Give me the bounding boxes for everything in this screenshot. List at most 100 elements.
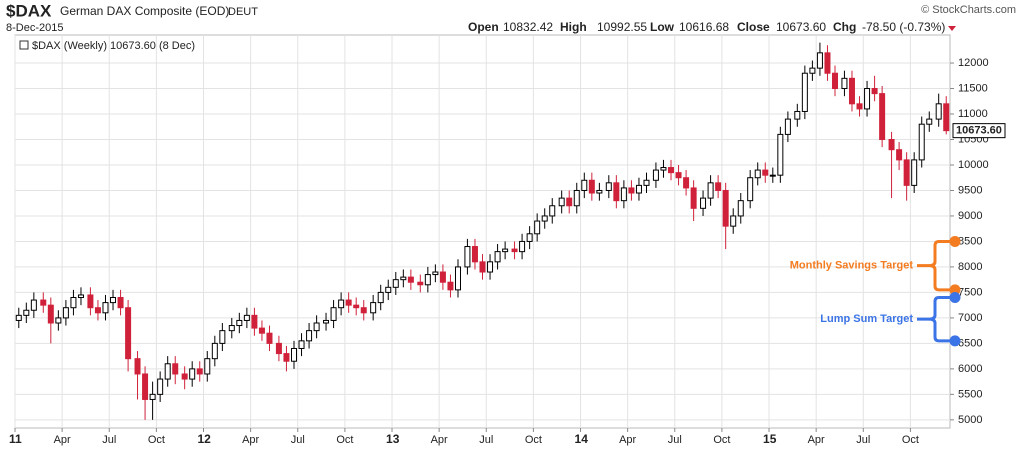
legend-label: $DAX (Weekly) 10673.60 (8 Dec) (32, 40, 195, 52)
annotation-brace (917, 296, 955, 343)
quote-value: -78.50 (-0.73%) (862, 20, 945, 34)
candle-body (290, 347, 297, 362)
candle-body (494, 251, 501, 263)
candle-body (777, 133, 784, 176)
y-tick-label: 5500 (958, 388, 982, 400)
candle-body (228, 325, 235, 332)
candle-body (181, 373, 188, 380)
annotation-dot (949, 284, 961, 296)
date: 8-Dec-2015 (6, 22, 63, 34)
source: © StockCharts.com (921, 4, 1016, 16)
annotation-brace (917, 239, 955, 292)
candle-body (275, 342, 282, 355)
quote-label: Chg (833, 20, 856, 34)
candle-body (400, 276, 407, 281)
x-tick-label: Oct (902, 434, 919, 446)
quote-value: 10832.42 (503, 20, 553, 34)
candle-body (189, 368, 196, 380)
quote-label: Open (468, 20, 499, 34)
x-tick-label: 11 (9, 432, 22, 446)
candle-body (306, 330, 313, 342)
candle-body (747, 177, 754, 202)
y-tick-label: 11500 (958, 82, 988, 94)
candle-body (196, 368, 203, 375)
candle-body (338, 299, 345, 309)
candle-body (502, 248, 509, 253)
candle-body (918, 123, 925, 161)
candle-body (15, 314, 22, 321)
candle-body (943, 103, 950, 132)
candle-body (313, 322, 320, 332)
candle-body (392, 279, 399, 288)
candle-body (801, 72, 808, 112)
candle-body (407, 276, 414, 283)
exchange: DEUT (228, 6, 258, 18)
candle-body (620, 187, 627, 202)
legend-icon (19, 40, 29, 50)
y-tick-label: 8000 (958, 261, 982, 273)
candle-body (700, 197, 707, 209)
quote-label: Low (650, 20, 675, 34)
candle-body (360, 307, 367, 314)
chart-subtitle: German DAX Composite (EOD) (60, 4, 229, 18)
x-tick-label: Oct (713, 434, 730, 446)
candle-body (142, 373, 149, 400)
candle-body (204, 358, 211, 375)
candle-body (660, 167, 667, 171)
candle-body (730, 215, 737, 227)
x-tick-label: 13 (386, 432, 400, 446)
chart-title: $DAX (6, 1, 52, 20)
x-tick-label: Jul (291, 434, 305, 446)
x-tick-label: 15 (763, 432, 777, 446)
candle-body (353, 304, 360, 309)
candle-body (330, 307, 337, 321)
y-tick-label: 12000 (958, 57, 989, 69)
candle-body (519, 240, 526, 253)
candle-body (447, 281, 454, 291)
annotation-label: Monthly Savings Target (790, 260, 914, 272)
candle-body (439, 271, 446, 283)
candle-body (683, 177, 690, 189)
y-tick-label: 9000 (958, 210, 982, 222)
x-tick-label: Oct (336, 434, 353, 446)
x-tick-label: Jul (102, 434, 116, 446)
candle-body (558, 197, 565, 207)
candle-body (926, 118, 933, 125)
y-tick-label: 8500 (958, 235, 982, 247)
x-tick-label: Apr (619, 434, 636, 446)
candle-body (715, 182, 722, 191)
candle-body (134, 358, 141, 375)
candle-body (55, 317, 62, 324)
candle-body (471, 246, 478, 263)
candle-body (832, 72, 839, 90)
candle-body (417, 281, 424, 286)
last-price-label: 10673.60 (956, 125, 1002, 137)
x-tick-label: Jul (856, 434, 870, 446)
candle-body (454, 266, 461, 291)
candle-body (722, 189, 729, 227)
candle-body (424, 274, 431, 286)
candle-body (30, 299, 37, 311)
candle-body (40, 299, 47, 306)
candle-body (211, 342, 218, 360)
y-tick-label: 10000 (958, 159, 989, 171)
x-tick-label: Apr (242, 434, 259, 446)
candle-body (581, 179, 588, 191)
candle-body (794, 110, 801, 120)
x-tick-label: Apr (431, 434, 448, 446)
candle-body (864, 88, 871, 110)
x-tick-label: Apr (808, 434, 825, 446)
last-price-box (952, 123, 1006, 139)
quote-value: 10992.55 (597, 20, 647, 34)
candle-body (896, 149, 903, 161)
candle-body (643, 179, 650, 186)
candle-body (635, 184, 642, 194)
candle-body (809, 67, 816, 74)
candle-body (164, 363, 171, 380)
candle-body (566, 197, 573, 207)
candle-body (816, 52, 823, 69)
y-tick-label: 7500 (958, 286, 982, 298)
x-tick-label: Apr (54, 434, 71, 446)
candle-body (754, 169, 761, 179)
